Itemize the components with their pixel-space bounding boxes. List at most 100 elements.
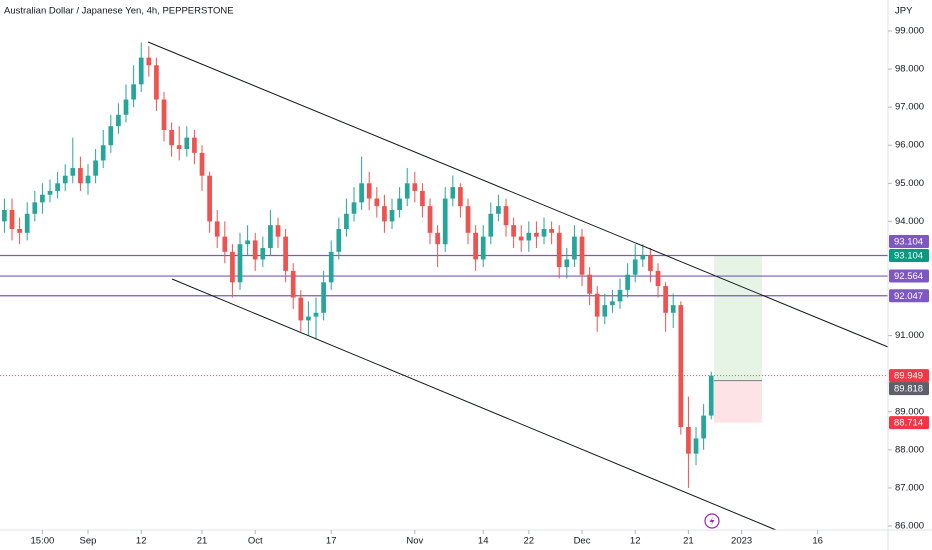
candle-body	[328, 251, 334, 283]
level-tag: 92.047	[889, 289, 929, 303]
candle-body	[678, 305, 684, 428]
candle-body	[40, 194, 45, 203]
candle-body	[108, 126, 114, 146]
target-tag-bg	[889, 248, 929, 262]
x-tick-label: 16	[812, 536, 823, 547]
y-tick-label: 87.000	[895, 482, 924, 493]
candle-body	[9, 209, 15, 229]
x-tick-label: 12	[136, 536, 147, 547]
entry-tag-text: 89.818	[894, 384, 923, 395]
candle-body	[412, 183, 418, 191]
candle-body	[450, 187, 456, 199]
candle-body	[572, 236, 577, 260]
axes: 86.000 87.000 88.000 89.000 91.000 94.000 95.0…	[31, 26, 931, 547]
candle-body	[283, 236, 288, 271]
icon-bolt	[709, 516, 715, 526]
candle-body	[2, 209, 7, 222]
candle-body	[465, 206, 471, 233]
candle-body	[686, 427, 691, 454]
candle-body	[374, 198, 380, 207]
lightning-icon	[704, 513, 720, 529]
candle-body	[344, 213, 349, 229]
y-tick-label: 95.000	[895, 178, 924, 189]
candle-body	[511, 225, 516, 237]
candle-body	[268, 225, 273, 249]
candle-body	[351, 202, 357, 214]
stop-tag-text: 88.714	[894, 418, 923, 429]
candle-body	[199, 152, 205, 176]
candle-body	[78, 168, 83, 184]
candle-body	[503, 206, 509, 226]
candle-body	[222, 236, 228, 252]
candle-body	[655, 270, 661, 287]
entry-tag: 89.818	[889, 382, 929, 396]
candle-body	[610, 301, 615, 306]
candle-body	[625, 274, 630, 290]
x-tick-label: 15:00	[31, 536, 55, 547]
y-tick-label: 98.000	[895, 64, 924, 75]
position-profit-zone	[714, 255, 762, 381]
candle-body	[420, 190, 425, 207]
candle-body	[556, 232, 562, 268]
candle-body	[70, 168, 76, 176]
candle-body	[526, 232, 532, 241]
target-tag-text: 93.104	[894, 251, 923, 262]
x-tick-label: Sep	[80, 536, 97, 547]
candle-body	[435, 232, 440, 245]
candle-body	[230, 251, 235, 283]
x-tick-label: Nov	[406, 536, 423, 547]
level-tag: 92.564	[889, 269, 929, 283]
candle-body	[648, 255, 653, 271]
candle-body	[275, 225, 281, 237]
candle-body	[176, 145, 182, 150]
candle-body	[663, 286, 668, 313]
candle-body	[518, 236, 524, 241]
x-tick-label: Oct	[248, 536, 263, 547]
candle-body	[427, 206, 433, 233]
level-tag-bg	[889, 234, 929, 248]
candle-body	[138, 57, 144, 85]
candle-body	[701, 415, 706, 439]
candle-body	[252, 240, 258, 260]
candle-body	[237, 244, 243, 283]
level-tag: 93.104	[889, 234, 929, 248]
candle-body	[473, 232, 478, 260]
candle-body	[640, 255, 646, 260]
candle-body	[632, 259, 638, 275]
candle-body	[146, 57, 152, 66]
candle-body	[24, 213, 30, 233]
candle-body	[169, 129, 174, 146]
candle-body	[47, 190, 53, 195]
candle-body	[534, 232, 539, 237]
drawings-front	[147, 41, 889, 531]
candle-body	[321, 282, 326, 313]
x-tick-label: 21	[197, 536, 208, 547]
candle-body	[442, 198, 448, 245]
position-loss-zone	[714, 380, 762, 423]
level-tag-bg	[889, 289, 929, 303]
candle-body	[670, 305, 676, 313]
x-tick-label: Dec	[574, 536, 591, 547]
x-tick-label: 21	[683, 536, 694, 547]
y-tick-label: 89.000	[895, 406, 924, 417]
y-tick-label: 99.000	[895, 26, 924, 37]
candle-body	[382, 206, 387, 222]
candle-body	[708, 375, 714, 416]
candle-body	[693, 438, 699, 454]
stop-tag-bg	[889, 416, 929, 430]
channel-upper-line	[147, 41, 889, 348]
candle-body	[306, 316, 311, 321]
candle-body	[62, 175, 68, 184]
y-tick-label: 96.000	[895, 140, 924, 151]
candle-body	[184, 137, 190, 150]
candle-body	[389, 209, 395, 222]
candle-body	[214, 221, 220, 237]
candle-body	[100, 145, 106, 161]
y-tick-label: 86.000	[895, 521, 924, 532]
candle-body	[85, 175, 91, 184]
candle-body	[245, 240, 250, 245]
last-price-tag: 89.949	[889, 369, 929, 383]
candle-body	[404, 183, 410, 199]
candle-body	[336, 228, 342, 252]
